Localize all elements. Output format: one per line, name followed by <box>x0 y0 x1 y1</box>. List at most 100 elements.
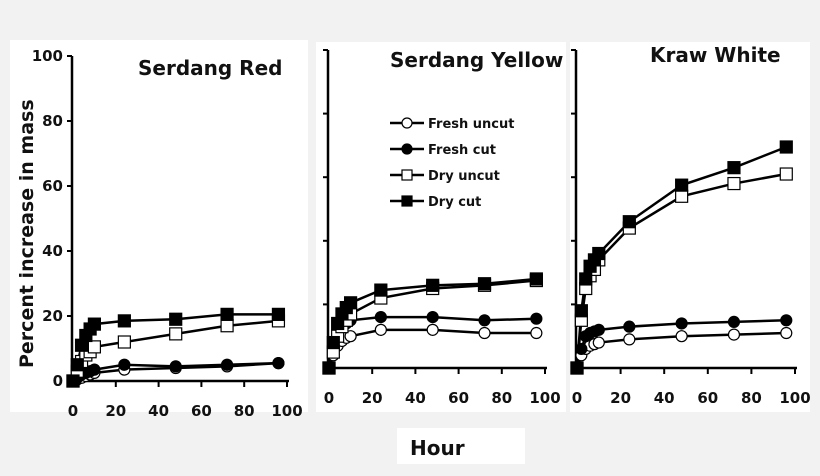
filled-square-marker <box>70 358 84 372</box>
filled-square-marker <box>727 161 741 175</box>
filled-square-marker <box>326 335 340 350</box>
filled-square-marker <box>779 140 793 154</box>
y-tick-label: 20 <box>42 307 63 325</box>
panel-serdang-red <box>10 40 308 412</box>
filled-square-marker <box>675 178 689 192</box>
filled-square-marker <box>529 272 543 286</box>
filled-square-marker <box>592 246 606 261</box>
x-tick-label: 40 <box>405 389 426 407</box>
filled-square-marker <box>87 317 102 331</box>
filled-square-marker <box>117 314 131 328</box>
open-circle-marker <box>426 323 439 336</box>
open-circle-marker <box>727 328 741 341</box>
filled-circle-marker <box>727 315 741 328</box>
filled-circle-marker <box>374 311 387 324</box>
filled-circle-marker <box>220 358 234 371</box>
filled-square-marker <box>374 283 388 297</box>
chart-panel-1: 0 20 40 60 80 100 0 20 40 60 80 100 Serdang Red <box>32 47 303 420</box>
x-tick-label: 20 <box>105 402 126 420</box>
x-tick-label: 40 <box>654 389 675 407</box>
filled-circle-marker <box>592 323 605 336</box>
filled-circle-marker <box>623 320 636 333</box>
filled-square-marker <box>574 304 588 318</box>
open-circle-marker <box>401 117 413 129</box>
panel-serdang-yellow <box>316 42 566 412</box>
x-tick-label: 20 <box>610 389 631 407</box>
y-axis-label: Percent increase in mass <box>16 99 38 368</box>
x-tick-label: 60 <box>191 402 212 420</box>
open-square-marker <box>727 176 741 191</box>
legend: Fresh uncut Fresh cut Dry uncut Dry cut <box>390 117 514 210</box>
open-square-marker <box>779 167 793 181</box>
y-tick-label: 80 <box>42 112 63 130</box>
filled-square-marker <box>220 307 234 321</box>
x-tick-label: 0 <box>68 402 78 420</box>
x-axis-label: Hour <box>410 436 465 460</box>
filled-square-marker <box>344 296 358 310</box>
open-circle-marker <box>780 326 793 340</box>
panel-title: Serdang Yellow <box>390 48 563 72</box>
x-tick-label: 60 <box>697 389 718 407</box>
filled-square-marker <box>401 195 413 207</box>
panel-title: Serdang Red <box>138 56 282 80</box>
chart-panel-3: 0 20 40 60 80 100 Kraw White <box>570 43 811 407</box>
filled-square-marker <box>570 361 584 375</box>
legend-item-label: Fresh cut <box>428 143 496 158</box>
filled-square-marker <box>271 307 286 321</box>
filled-square-marker <box>322 361 336 375</box>
filled-circle-marker <box>530 312 543 325</box>
y-tick-label: 100 <box>32 47 63 65</box>
filled-circle-marker <box>169 360 182 373</box>
filled-square-marker <box>477 277 492 291</box>
filled-circle-marker <box>575 342 588 356</box>
chart-panel-2: 0 20 40 60 80 100 Serdang Yellow <box>322 48 563 407</box>
filled-circle-marker <box>780 314 793 327</box>
x-tick-label: 0 <box>572 389 582 407</box>
filled-square-marker <box>426 278 440 292</box>
filled-circle-marker <box>272 357 285 370</box>
filled-square-marker <box>579 272 593 286</box>
filled-circle-marker <box>88 363 101 376</box>
x-tick-label: 100 <box>271 402 302 420</box>
legend-item-label: Dry cut <box>428 195 481 210</box>
x-tick-label: 60 <box>448 389 469 407</box>
x-tick-label: 80 <box>741 389 762 407</box>
x-tick-label: 80 <box>234 402 255 420</box>
x-tick-label: 0 <box>324 389 334 407</box>
x-tick-label: 40 <box>148 402 169 420</box>
legend-item-label: Dry uncut <box>428 169 500 184</box>
open-square-marker <box>675 189 689 203</box>
open-square-marker <box>169 327 183 341</box>
filled-circle-marker <box>401 143 413 155</box>
legend-item-label: Fresh uncut <box>428 117 514 132</box>
filled-square-marker <box>622 215 636 229</box>
panel-title: Kraw White <box>650 43 781 67</box>
open-square-marker <box>117 335 131 349</box>
panel-kraw-white <box>570 42 810 412</box>
filled-circle-marker <box>478 314 491 327</box>
open-square-marker <box>401 169 413 181</box>
filled-square-marker <box>169 312 183 326</box>
x-tick-label: 100 <box>529 389 560 407</box>
filled-circle-marker <box>118 358 131 371</box>
x-tick-label: 80 <box>491 389 512 407</box>
filled-circle-marker <box>426 311 439 324</box>
open-square-marker <box>87 340 102 354</box>
open-circle-marker <box>478 326 491 340</box>
filled-square-marker <box>66 374 80 388</box>
open-circle-marker <box>374 323 387 336</box>
open-circle-marker <box>623 333 636 346</box>
open-circle-marker <box>592 336 605 349</box>
open-circle-marker <box>675 330 688 343</box>
filled-circle-marker <box>675 317 688 330</box>
y-tick-label: 60 <box>42 177 63 195</box>
y-tick-label: 40 <box>42 242 63 260</box>
open-circle-marker <box>344 330 357 343</box>
y-tick-label: 0 <box>53 372 63 390</box>
open-circle-marker <box>530 326 543 340</box>
xlabel-box <box>397 428 525 464</box>
x-tick-label: 20 <box>362 389 383 407</box>
open-square-marker <box>220 319 234 333</box>
x-tick-label: 100 <box>779 389 810 407</box>
